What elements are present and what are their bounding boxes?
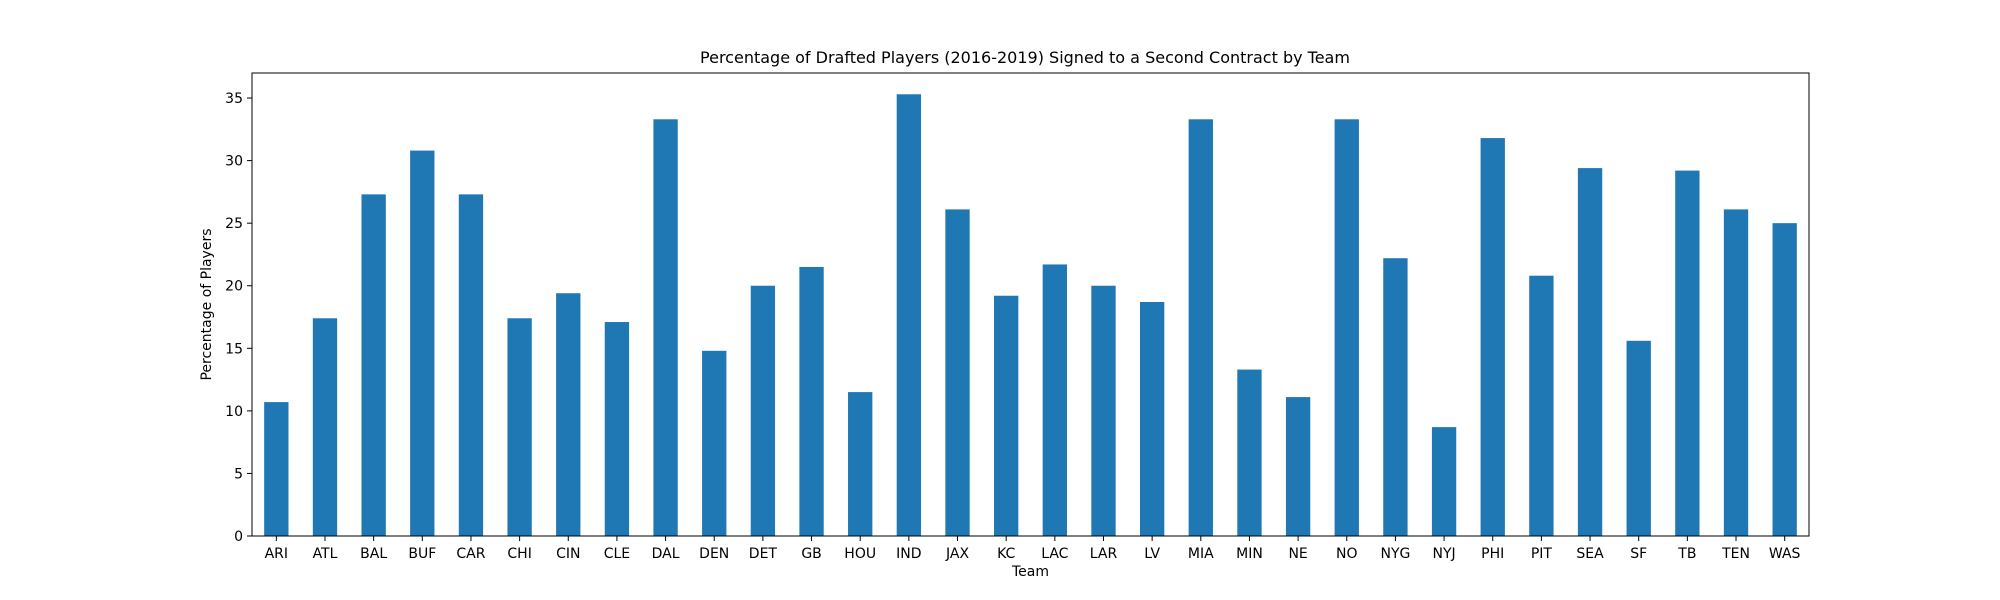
y-tick-label: 20 xyxy=(225,279,243,295)
x-tick-label: HOU xyxy=(844,546,876,562)
x-tick-label: ARI xyxy=(265,546,288,562)
x-tick-label: NYJ xyxy=(1433,546,1456,562)
x-tick-label: CLE xyxy=(604,546,630,562)
chart-title: Percentage of Drafted Players (2016-2019… xyxy=(700,48,1350,67)
bar-no xyxy=(1334,119,1359,537)
x-tick-label: SF xyxy=(1630,546,1647,562)
bar-lac xyxy=(1042,264,1067,536)
x-axis: ARI ATL BAL BUF CAR CHI CIN CLE DAL DEN DET GB HOU IN… xyxy=(265,536,1801,562)
x-tick-label: ATL xyxy=(313,546,338,562)
x-tick-label: MIN xyxy=(1236,546,1263,562)
x-tick-label: NYG xyxy=(1380,546,1410,562)
x-tick-label: NO xyxy=(1336,546,1358,562)
y-tick-label: 25 xyxy=(225,216,243,232)
x-tick-label: LV xyxy=(1144,546,1160,562)
bars xyxy=(264,94,1797,537)
x-tick-label: TB xyxy=(1677,546,1696,562)
y-tick-label: 15 xyxy=(225,341,243,357)
x-tick-label: DET xyxy=(749,546,778,562)
x-tick-label: BAL xyxy=(360,546,387,562)
bar-det xyxy=(750,285,776,536)
x-tick-label: JAX xyxy=(945,546,969,562)
bar-hou xyxy=(848,392,873,536)
bar-nyj xyxy=(1431,427,1457,536)
bar-car xyxy=(458,194,484,536)
y-tick-label: 30 xyxy=(225,154,243,170)
x-tick-label: NE xyxy=(1288,546,1307,562)
x-tick-label: IND xyxy=(896,546,921,562)
x-tick-label: GB xyxy=(801,546,821,562)
x-tick-label: DAL xyxy=(652,546,680,562)
bar-lv xyxy=(1139,301,1165,536)
y-axis-label: Percentage of Players xyxy=(199,228,215,380)
y-tick-label: 0 xyxy=(234,529,243,545)
bar-cle xyxy=(604,322,630,536)
bar-lar xyxy=(1091,285,1116,536)
y-tick-label: 5 xyxy=(234,466,243,482)
bar-was xyxy=(1772,223,1797,536)
bar-ten xyxy=(1723,209,1749,537)
bar-ind xyxy=(896,94,922,536)
bar-phi xyxy=(1480,138,1505,537)
bar-bal xyxy=(361,194,386,536)
x-tick-label: CHI xyxy=(507,546,531,562)
x-tick-label: CAR xyxy=(456,546,485,562)
y-axis: 0 5 10 15 20 25 30 35 xyxy=(225,91,252,545)
x-axis-label: Team xyxy=(1011,564,1049,580)
bar-buf xyxy=(410,150,435,536)
bar-ne xyxy=(1285,397,1311,536)
y-tick-label: 10 xyxy=(225,404,243,420)
plot-frame xyxy=(251,72,1810,537)
x-tick-label: DEN xyxy=(699,546,729,562)
x-tick-label: LAR xyxy=(1090,546,1118,562)
bar-jax xyxy=(945,209,970,537)
bar-cin xyxy=(556,293,581,536)
x-tick-label: LAC xyxy=(1041,546,1068,562)
x-tick-label: WAS xyxy=(1769,546,1801,562)
x-tick-label: PHI xyxy=(1481,546,1504,562)
x-tick-label: MIA xyxy=(1188,546,1214,562)
x-tick-label: SEA xyxy=(1576,546,1604,562)
x-tick-label: KC xyxy=(997,546,1015,562)
bar-chi xyxy=(507,318,532,536)
x-tick-label: CIN xyxy=(556,546,580,562)
x-tick-label: PIT xyxy=(1531,546,1553,562)
bar-ari xyxy=(264,402,289,536)
y-tick-label: 35 xyxy=(225,91,243,107)
bar-dal xyxy=(653,119,678,537)
bar-kc xyxy=(994,295,1019,536)
x-tick-label: BUF xyxy=(408,546,436,562)
bar-atl xyxy=(312,318,338,536)
bar-tb xyxy=(1675,170,1700,536)
bar-sf xyxy=(1626,340,1651,536)
bar-nyg xyxy=(1383,258,1408,536)
bar-den xyxy=(702,350,727,536)
bar-min xyxy=(1237,369,1262,536)
bar-sea xyxy=(1577,168,1603,536)
bar-mia xyxy=(1188,119,1213,537)
x-tick-label: TEN xyxy=(1721,546,1750,562)
bar-pit xyxy=(1529,275,1554,536)
bar-gb xyxy=(799,266,824,536)
